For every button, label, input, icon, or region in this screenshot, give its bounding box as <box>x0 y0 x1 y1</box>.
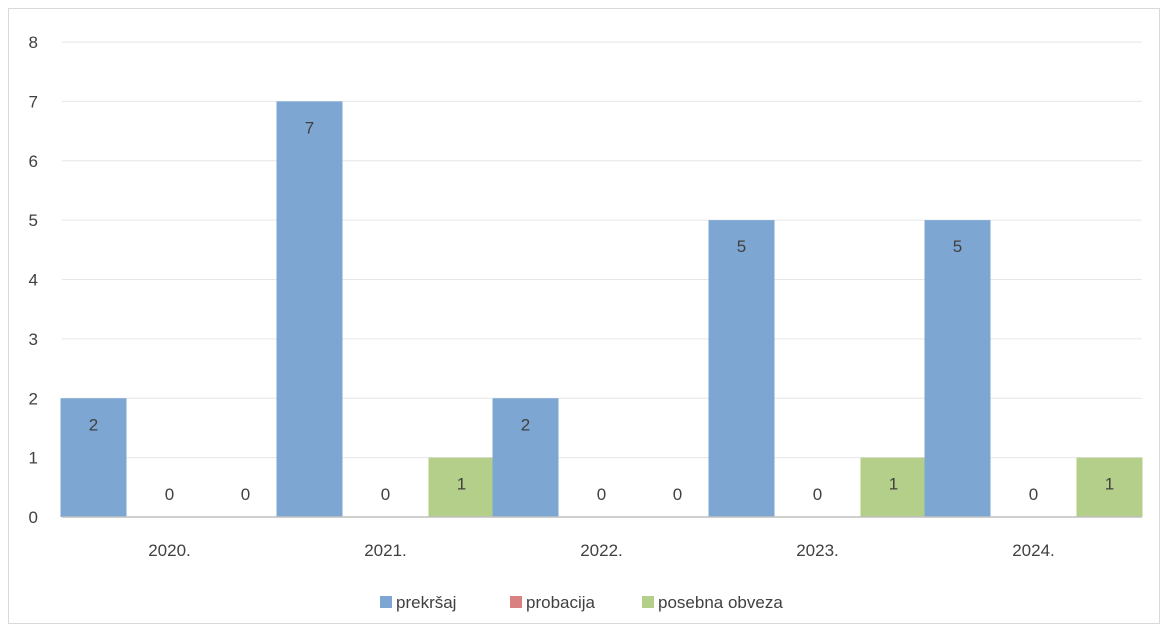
bar-prekršaj-2023 <box>708 220 775 517</box>
legend-swatch-posebna-obveza <box>642 596 654 608</box>
data-label-posebna-obveza-2023: 1 <box>889 475 898 494</box>
data-label-posebna-obveza-2020: 0 <box>241 485 250 504</box>
y-tick-label-3: 3 <box>29 330 38 349</box>
legend-item-probacija: probacija <box>510 593 596 612</box>
legend: prekršaj probacija posebna obveza <box>380 593 783 612</box>
x-category-label-2020: 2020. <box>148 541 191 560</box>
legend-item-prekršaj: prekršaj <box>380 593 456 612</box>
y-tick-label-6: 6 <box>29 152 38 171</box>
data-label-posebna-obveza-2022: 0 <box>673 485 682 504</box>
data-label-prekršaj-2024: 5 <box>953 237 962 256</box>
bars <box>60 101 1143 517</box>
data-label-prekršaj-2022: 2 <box>521 415 530 434</box>
data-label-probacija-2021: 0 <box>381 485 390 504</box>
y-tick-label-4: 4 <box>29 271 38 290</box>
legend-item-posebna-obveza: posebna obveza <box>642 593 783 612</box>
legend-label-probacija: probacija <box>526 593 596 612</box>
y-tick-label-8: 8 <box>29 33 38 52</box>
y-tick-label-0: 0 <box>29 508 38 527</box>
y-tick-label-7: 7 <box>29 92 38 111</box>
legend-label-prekršaj: prekršaj <box>396 593 456 612</box>
bar-prekršaj-2024 <box>924 220 991 517</box>
data-label-prekršaj-2023: 5 <box>737 237 746 256</box>
data-label-probacija-2020: 0 <box>165 485 174 504</box>
x-axis-category-labels: 2020. 2021. 2022. 2023. 2024. <box>148 541 1055 560</box>
bar-prekršaj-2022 <box>492 398 559 517</box>
data-label-prekršaj-2021: 7 <box>305 118 314 137</box>
x-category-label-2024: 2024. <box>1012 541 1055 560</box>
data-label-posebna-obveza-2021: 1 <box>457 475 466 494</box>
x-category-label-2023: 2023. <box>796 541 839 560</box>
bar-prekršaj-2021 <box>276 101 343 517</box>
data-label-posebna-obveza-2024: 1 <box>1105 475 1114 494</box>
data-label-probacija-2024: 0 <box>1029 485 1038 504</box>
y-tick-label-1: 1 <box>29 449 38 468</box>
data-label-probacija-2023: 0 <box>813 485 822 504</box>
bar-posebna-obveza-2023 <box>860 457 927 517</box>
data-label-prekršaj-2020: 2 <box>89 415 98 434</box>
data-label-probacija-2022: 0 <box>597 485 606 504</box>
y-axis-tick-labels: 0 1 2 3 4 5 6 7 8 <box>29 33 38 527</box>
legend-label-posebna-obveza: posebna obveza <box>658 593 783 612</box>
x-category-label-2021: 2021. <box>364 541 407 560</box>
bar-posebna-obveza-2024 <box>1076 457 1143 517</box>
legend-swatch-prekršaj <box>380 596 392 608</box>
x-category-label-2022: 2022. <box>580 541 623 560</box>
bar-posebna-obveza-2021 <box>428 457 495 517</box>
bar-prekršaj-2020 <box>60 398 127 517</box>
legend-swatch-probacija <box>510 596 522 608</box>
y-tick-label-2: 2 <box>29 389 38 408</box>
y-tick-label-5: 5 <box>29 211 38 230</box>
data-labels: 2 0 0 7 0 1 2 0 0 5 0 1 5 0 1 <box>89 118 1114 504</box>
